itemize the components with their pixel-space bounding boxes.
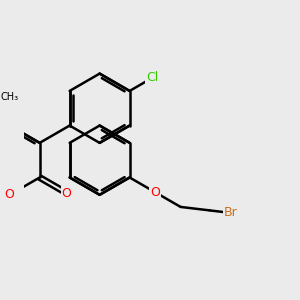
Text: Br: Br	[224, 206, 237, 219]
Text: O: O	[62, 187, 72, 200]
Text: O: O	[150, 186, 160, 199]
Text: Cl: Cl	[146, 71, 158, 84]
Text: O: O	[5, 188, 15, 201]
Text: CH₃: CH₃	[1, 92, 19, 102]
